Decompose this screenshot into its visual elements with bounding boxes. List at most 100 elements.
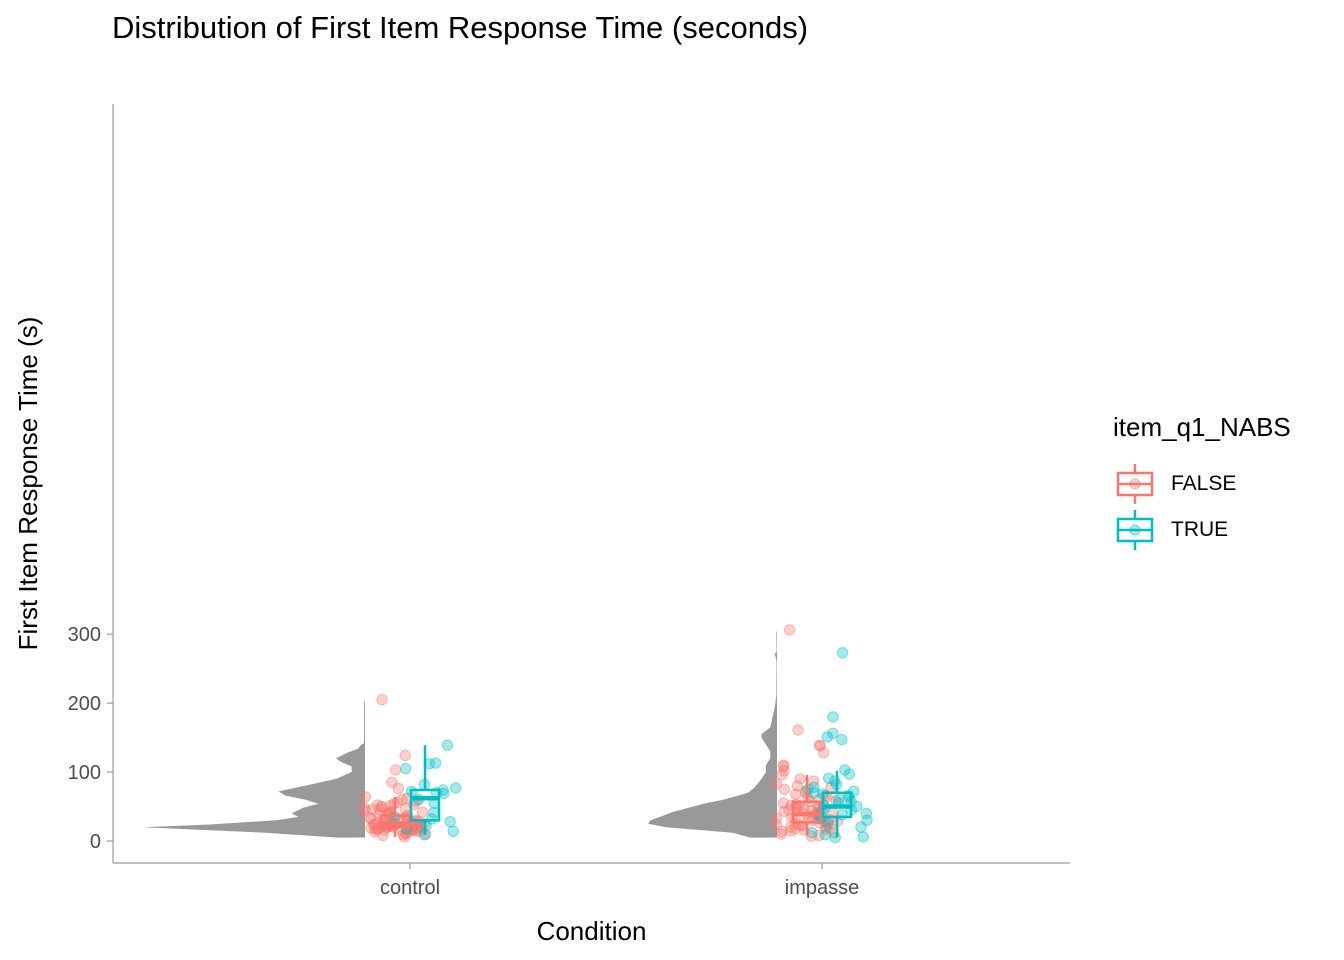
point-impasse-true xyxy=(806,827,818,839)
point-control-true xyxy=(447,825,459,837)
point-control-true xyxy=(444,816,456,828)
y-axis-title: First Item Response Time (s) xyxy=(13,317,43,651)
boxplot-layer xyxy=(379,745,853,838)
box xyxy=(409,788,441,822)
point-impasse-false xyxy=(777,760,790,773)
y-tick-label: 100 xyxy=(68,762,101,784)
point-control-false xyxy=(365,813,377,825)
legend: item_q1_NABS FALSE TRUE xyxy=(1113,412,1291,553)
point-control-true xyxy=(450,782,462,794)
legend-label-false: FALSE xyxy=(1171,472,1237,495)
point-impasse-false xyxy=(794,773,806,785)
point-control-false xyxy=(375,800,388,813)
point-impasse-true xyxy=(857,831,869,843)
point-control-false xyxy=(409,825,421,837)
y-tick-label: 200 xyxy=(68,693,101,715)
point-control-false xyxy=(376,801,388,813)
legend-item-false: FALSE xyxy=(1113,461,1291,507)
point-control-false xyxy=(364,811,376,824)
point-control-false xyxy=(412,822,424,834)
point-control-false xyxy=(358,802,370,814)
x-axis-title: Condition xyxy=(537,916,647,946)
boxplot-control-false xyxy=(379,796,411,837)
point-control-false xyxy=(392,782,405,795)
x-ticks: control impasse xyxy=(380,863,859,899)
y-tick-label: 300 xyxy=(68,624,101,646)
point-impasse-false xyxy=(778,765,790,777)
point-control-false xyxy=(359,791,371,803)
point-impasse-false xyxy=(820,823,832,835)
point-control-false xyxy=(390,764,402,776)
point-control-false xyxy=(376,694,388,706)
x-tick-label: impasse xyxy=(785,877,859,899)
point-impasse-true xyxy=(808,781,820,793)
legend-key-point xyxy=(1129,478,1141,490)
point-impasse-true xyxy=(855,821,867,833)
point-control-false xyxy=(371,822,383,835)
point-impasse-false xyxy=(770,778,783,790)
point-impasse-true xyxy=(843,768,855,780)
point-impasse-false xyxy=(785,825,797,837)
point-impasse-false xyxy=(791,780,804,792)
point-impasse-false xyxy=(800,785,812,798)
legend-key-true xyxy=(1116,510,1154,550)
point-control-true xyxy=(441,739,454,751)
point-control-true xyxy=(430,757,442,769)
point-impasse-false xyxy=(790,788,802,800)
point-impasse-false xyxy=(823,822,836,834)
point-control-false xyxy=(359,805,372,817)
point-control-true xyxy=(400,762,412,775)
points-layer xyxy=(358,624,873,844)
point-control-false xyxy=(388,798,400,810)
point-control-true xyxy=(428,807,440,819)
point-impasse-true xyxy=(861,814,873,826)
point-impasse-false xyxy=(820,820,832,833)
boxplot-impasse-false xyxy=(791,774,823,836)
point-impasse-true xyxy=(839,764,851,776)
legend-label-true: TRUE xyxy=(1171,518,1229,541)
point-impasse-true xyxy=(822,818,834,830)
point-control-false xyxy=(369,826,381,838)
density-control xyxy=(143,699,365,838)
point-impasse-false xyxy=(818,747,830,759)
point-impasse-false xyxy=(777,797,790,809)
point-control-false xyxy=(370,823,382,835)
legend-key-false xyxy=(1116,464,1154,504)
point-impasse-false xyxy=(776,769,788,781)
point-control-false xyxy=(386,776,398,789)
point-impasse-true xyxy=(819,829,832,841)
point-impasse-false xyxy=(805,830,818,842)
legend-item-true: TRUE xyxy=(1113,507,1291,553)
box xyxy=(379,814,411,829)
point-impasse-false xyxy=(813,739,826,751)
point-impasse-false xyxy=(783,624,796,636)
point-control-false xyxy=(365,822,377,834)
axes xyxy=(112,104,1070,864)
point-impasse-false xyxy=(778,805,790,818)
point-control-false xyxy=(416,806,429,818)
point-impasse-false xyxy=(770,818,783,831)
point-control-false xyxy=(396,793,408,806)
x-tick-label: control xyxy=(380,877,440,899)
point-control-false xyxy=(399,749,411,762)
y-tick-label: 0 xyxy=(90,831,101,853)
point-control-false xyxy=(410,822,422,834)
y-ticks: 0 100 200 300 xyxy=(68,624,113,853)
point-impasse-true xyxy=(836,733,848,746)
point-control-false xyxy=(373,804,386,816)
point-control-false xyxy=(366,803,378,815)
point-impasse-true xyxy=(821,731,834,743)
point-impasse-false xyxy=(808,775,820,787)
point-impasse-false xyxy=(778,783,791,795)
boxplot-impasse-true xyxy=(821,770,853,838)
point-impasse-false xyxy=(770,812,783,824)
point-impasse-true xyxy=(827,727,839,740)
point-impasse-true xyxy=(823,772,835,784)
point-impasse-true xyxy=(829,831,841,844)
point-impasse-true xyxy=(860,807,873,820)
point-impasse-true xyxy=(808,787,821,799)
density-impasse xyxy=(648,630,777,838)
point-impasse-true xyxy=(836,647,849,659)
point-impasse-false xyxy=(775,828,787,840)
